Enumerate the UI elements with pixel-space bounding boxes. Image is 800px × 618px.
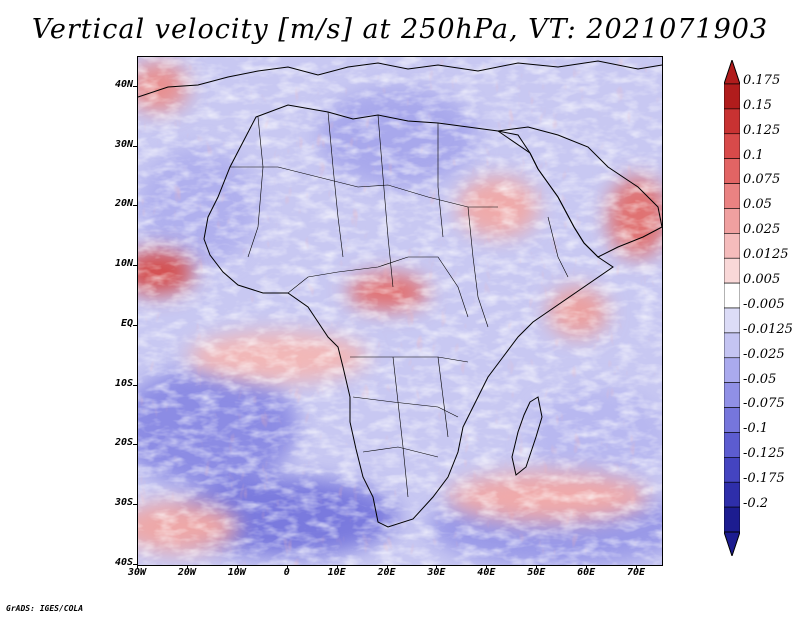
legend-swatch bbox=[723, 432, 741, 458]
lon-tick bbox=[486, 565, 488, 569]
legend-label: -0.125 bbox=[743, 446, 785, 462]
lon-tick bbox=[586, 565, 588, 569]
lon-label: 30W bbox=[127, 567, 147, 578]
legend-swatch bbox=[723, 407, 741, 433]
lat-tick bbox=[133, 324, 137, 326]
map-plot-area bbox=[137, 56, 663, 566]
lat-label: 10S bbox=[114, 377, 133, 389]
red-streaks bbox=[138, 57, 662, 565]
legend-swatch bbox=[723, 257, 741, 284]
legend-swatch bbox=[723, 382, 741, 408]
lon-tick bbox=[336, 565, 338, 569]
lat-label: 20S bbox=[114, 437, 133, 449]
legend-swatch bbox=[723, 506, 741, 533]
legend-label: 0.175 bbox=[743, 72, 781, 88]
legend-label: 0.125 bbox=[743, 122, 781, 138]
legend-label: 0.0125 bbox=[743, 247, 789, 263]
lat-label: 40N bbox=[114, 78, 133, 90]
lat-label: 40S bbox=[114, 557, 133, 568]
lat-tick bbox=[133, 145, 137, 147]
legend-label: 0.1 bbox=[743, 147, 764, 163]
lon-tick bbox=[636, 565, 638, 569]
lon-label: 10W bbox=[227, 567, 246, 578]
legend-label: -0.005 bbox=[743, 296, 785, 312]
lat-tick bbox=[133, 205, 137, 207]
lon-label: 20W bbox=[177, 567, 196, 578]
lat-tick bbox=[133, 444, 137, 446]
legend-label: -0.0125 bbox=[743, 321, 793, 337]
legend-swatch bbox=[723, 83, 741, 110]
legend-label: 0.005 bbox=[743, 272, 781, 287]
legend-swatch bbox=[723, 457, 741, 483]
lon-label: 30E bbox=[427, 567, 446, 578]
legend-label: -0.2 bbox=[743, 496, 769, 511]
legend-colorbar bbox=[723, 58, 741, 558]
legend-swatch bbox=[723, 307, 741, 334]
legend-swatch bbox=[723, 282, 741, 309]
lon-label: 70E bbox=[627, 567, 646, 578]
legend-label: 0.15 bbox=[743, 97, 772, 113]
lat-tick bbox=[133, 504, 137, 506]
africa-coastline bbox=[203, 104, 614, 528]
legend-label: -0.1 bbox=[743, 421, 769, 437]
legend-swatch bbox=[723, 183, 741, 209]
europe-coastline bbox=[138, 60, 662, 98]
lon-label: 60E bbox=[577, 567, 596, 578]
map-title: Vertical velocity [m/s] at 250hPa, VT: 2… bbox=[31, 14, 769, 45]
legend-swatch bbox=[723, 233, 741, 259]
arabia-coastline bbox=[496, 126, 662, 258]
legend-label: -0.025 bbox=[743, 346, 785, 362]
lon-tick bbox=[286, 565, 288, 569]
lat-tick bbox=[133, 564, 137, 565]
lon-label: 0 bbox=[283, 567, 290, 578]
lon-tick bbox=[536, 565, 538, 569]
legend-label: 0.025 bbox=[743, 222, 781, 238]
legend-label: -0.075 bbox=[743, 396, 785, 412]
madagascar-coastline bbox=[511, 396, 543, 476]
lat-label: EQ bbox=[120, 317, 133, 329]
legend-label: 0.05 bbox=[743, 197, 772, 213]
coastlines bbox=[138, 60, 662, 528]
lon-label: 40E bbox=[477, 567, 496, 578]
legend-label: 0.075 bbox=[743, 172, 781, 188]
legend-swatch bbox=[723, 481, 741, 508]
country-borders bbox=[230, 111, 569, 498]
lat-label: 30N bbox=[114, 138, 133, 150]
lat-label: 10N bbox=[114, 258, 133, 270]
lon-tick bbox=[137, 565, 138, 569]
legend-label: -0.175 bbox=[743, 471, 785, 487]
vertical-velocity-field bbox=[138, 57, 662, 565]
lon-label: 20E bbox=[377, 567, 396, 578]
legend-swatch bbox=[723, 357, 741, 383]
legend-swatch bbox=[723, 108, 741, 135]
lon-label: 10E bbox=[327, 567, 346, 578]
legend-max-arrow bbox=[723, 58, 741, 85]
lat-label: 30S bbox=[114, 497, 133, 509]
lon-tick bbox=[386, 565, 388, 569]
legend-swatch bbox=[723, 208, 741, 234]
lat-label: 20N bbox=[114, 198, 133, 210]
lon-tick bbox=[436, 565, 438, 569]
lat-tick bbox=[133, 265, 137, 267]
legend-label: -0.05 bbox=[743, 371, 777, 387]
lon-label: 50E bbox=[527, 567, 546, 578]
lat-tick bbox=[133, 384, 137, 386]
lon-tick bbox=[236, 565, 238, 569]
legend-swatch bbox=[723, 133, 741, 159]
legend-min-arrow bbox=[723, 531, 741, 558]
color-legend bbox=[723, 58, 741, 558]
lat-tick bbox=[133, 85, 137, 87]
legend-swatch bbox=[723, 332, 741, 359]
legend-swatch bbox=[723, 158, 741, 184]
grads-credit: GrADS: IGES/COLA bbox=[6, 604, 84, 613]
lon-tick bbox=[186, 565, 188, 569]
